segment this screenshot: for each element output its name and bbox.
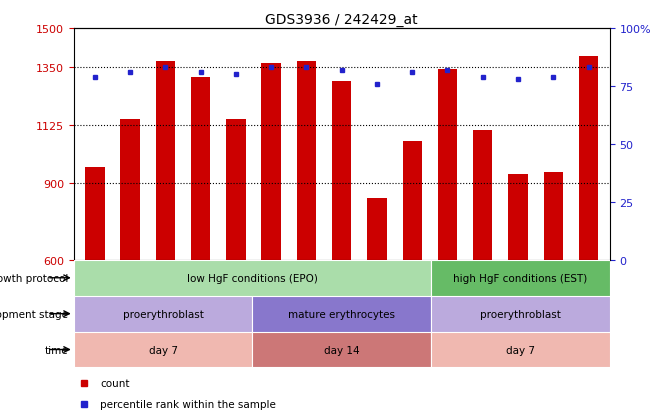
Bar — [253, 296, 431, 332]
Text: high HgF conditions (EST): high HgF conditions (EST) — [453, 273, 588, 283]
Bar — [297, 62, 316, 260]
Bar — [438, 70, 457, 260]
Bar — [431, 332, 610, 368]
Bar — [74, 332, 253, 368]
Bar — [253, 332, 431, 368]
Text: development stage: development stage — [0, 309, 68, 319]
Bar — [332, 82, 351, 260]
Bar — [155, 62, 175, 260]
Text: low HgF conditions (EPO): low HgF conditions (EPO) — [187, 273, 318, 283]
Title: GDS3936 / 242429_at: GDS3936 / 242429_at — [265, 12, 418, 26]
Text: growth protocol: growth protocol — [0, 273, 68, 283]
Bar — [74, 296, 253, 332]
Text: time: time — [45, 345, 68, 355]
Bar — [74, 260, 431, 296]
Bar — [543, 173, 563, 260]
Bar — [226, 120, 246, 260]
Bar — [403, 142, 422, 260]
Bar — [191, 78, 210, 260]
Text: count: count — [100, 378, 130, 389]
Text: day 14: day 14 — [324, 345, 360, 355]
Text: percentile rank within the sample: percentile rank within the sample — [100, 399, 276, 409]
Text: mature erythrocytes: mature erythrocytes — [288, 309, 395, 319]
Text: day 7: day 7 — [149, 345, 178, 355]
Text: proerythroblast: proerythroblast — [480, 309, 561, 319]
Bar — [261, 64, 281, 260]
Bar — [473, 131, 492, 260]
Text: proerythroblast: proerythroblast — [123, 309, 204, 319]
Bar — [85, 168, 105, 260]
Bar — [579, 57, 598, 260]
Bar — [431, 260, 610, 296]
Bar — [121, 120, 140, 260]
Bar — [367, 199, 387, 260]
Bar — [509, 174, 528, 260]
Bar — [431, 296, 610, 332]
Text: day 7: day 7 — [506, 345, 535, 355]
